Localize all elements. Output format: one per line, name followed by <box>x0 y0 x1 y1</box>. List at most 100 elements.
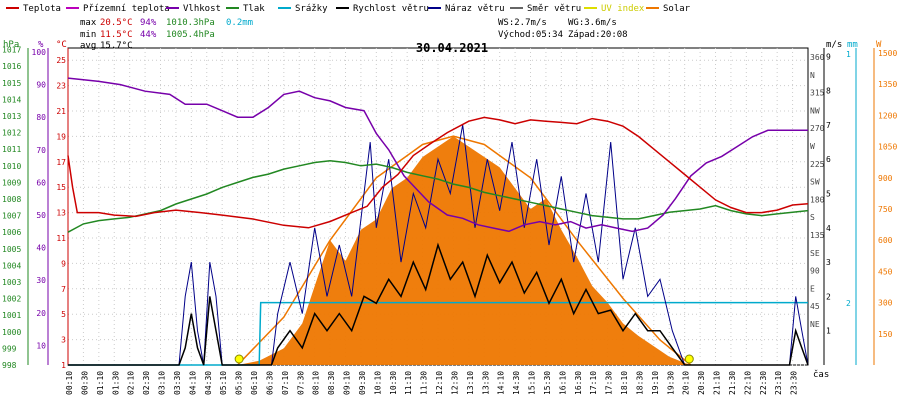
chart-title: 30.04.2021 <box>416 41 488 55</box>
wind-tick-label: 2 <box>826 292 831 301</box>
x-tick-label: 04:10 <box>188 371 197 395</box>
rain-tick-label: 1 <box>846 50 851 59</box>
press-tick-label: 1010 <box>2 162 21 171</box>
temp-tick-label: 1 <box>61 361 66 370</box>
x-tick-label: 16:30 <box>574 371 583 395</box>
x-tick-label: 14:10 <box>497 371 506 395</box>
legend-label: Srážky <box>295 4 328 14</box>
sunrise: Východ:05:34 <box>498 30 563 40</box>
solar-tick-label: 450 <box>878 267 893 276</box>
wind-tick-label: 8 <box>826 87 831 96</box>
temp-tick-label: 9 <box>61 259 66 268</box>
x-tick-label: 10:30 <box>389 371 398 395</box>
solar-tick-label: 300 <box>878 299 893 308</box>
x-tick-label: 20:10 <box>682 371 691 395</box>
dir-tick-label: SW <box>810 178 820 187</box>
x-tick-label: 01:10 <box>96 371 105 395</box>
x-tick-label: 03:30 <box>173 371 182 395</box>
stat-min-label: min <box>80 30 96 40</box>
press-tick-label: 1013 <box>2 112 21 121</box>
stat-avg-label: avg <box>80 41 96 51</box>
dir-tick-label: 360 <box>810 53 825 62</box>
series-wind <box>68 242 809 366</box>
legend-label: Směr větru <box>527 4 581 14</box>
stat-min-hum: 44% <box>140 30 157 40</box>
solar-area <box>237 136 691 365</box>
sunset: Západ:20:08 <box>568 30 628 40</box>
dir-tick-label: NE <box>810 320 820 329</box>
dir-tick-label: 45 <box>810 302 820 311</box>
x-tick-label: 17:10 <box>589 371 598 395</box>
x-tick-label: 16:10 <box>558 371 567 395</box>
x-tick-label: 22:30 <box>759 371 768 395</box>
x-tick-label: 08:30 <box>327 371 336 395</box>
press-tick-label: 1002 <box>2 295 21 304</box>
temp-tick-label: 17 <box>56 158 66 167</box>
temp-tick-label: 21 <box>56 107 66 116</box>
x-tick-label: 15:30 <box>543 371 552 395</box>
dir-tick-label: S <box>810 213 815 222</box>
x-tick-label: 02:30 <box>142 371 151 395</box>
dir-tick-label: NW <box>810 106 820 115</box>
axis-unit-rain: mm <box>847 40 858 50</box>
x-tick-label: 22:10 <box>743 371 752 395</box>
temp-tick-label: 5 <box>61 310 66 319</box>
x-tick-label: 23:30 <box>790 371 799 395</box>
legend-label: Vlhkost <box>183 4 221 14</box>
hum-tick-label: 80 <box>36 113 46 122</box>
axis-unit-time: čas <box>813 369 829 380</box>
press-tick-label: 1003 <box>2 278 21 287</box>
solar-tick-label: 600 <box>878 236 893 245</box>
solar-tick-label: 750 <box>878 205 893 214</box>
dir-tick-label: 90 <box>810 267 820 276</box>
hum-tick-label: 90 <box>36 81 46 90</box>
solar-tick-label: 1350 <box>878 80 897 89</box>
stat-max-label: max <box>80 18 97 28</box>
series-humidity <box>67 77 808 233</box>
press-tick-label: 998 <box>2 361 17 370</box>
press-tick-label: 1001 <box>2 311 21 320</box>
solar-tick-label: 150 <box>878 330 893 339</box>
x-tick-label: 04:30 <box>204 371 213 395</box>
temp-tick-label: 11 <box>56 234 66 243</box>
wind-tick-label: 6 <box>826 155 831 164</box>
temp-tick-label: 23 <box>56 82 66 91</box>
x-tick-label: 00:10 <box>65 371 74 395</box>
hum-tick-label: 40 <box>36 244 46 253</box>
x-tick-label: 14:30 <box>512 371 521 395</box>
x-tick-label: 15:10 <box>528 371 537 395</box>
x-tick-label: 13:30 <box>481 371 490 395</box>
dir-tick-label: 180 <box>810 195 825 204</box>
x-tick-label: 19:10 <box>651 371 660 395</box>
x-tick-label: 06:10 <box>250 371 259 395</box>
x-tick-label: 10:10 <box>373 371 382 395</box>
press-tick-label: 1012 <box>2 129 21 138</box>
dir-tick-label: 135 <box>810 231 825 240</box>
series-pressure <box>67 160 809 233</box>
temp-tick-label: 3 <box>61 336 66 345</box>
x-tick-label: 00:30 <box>80 371 89 395</box>
legend-label: Rychlost větru <box>353 4 429 14</box>
dir-tick-label: E <box>810 284 815 293</box>
press-tick-label: 1007 <box>2 212 21 221</box>
wind-gust-avg: WG:3.6m/s <box>568 18 617 28</box>
x-tick-label: 06:30 <box>265 371 274 395</box>
x-tick-label: 12:10 <box>435 371 444 395</box>
axis-unit-wind: m/s <box>826 40 842 50</box>
stat-avg-temp: 15.7°C <box>100 41 133 51</box>
uv-marker <box>234 354 244 364</box>
press-tick-label: 1017 <box>2 46 21 55</box>
x-tick-label: 11:10 <box>404 371 413 395</box>
x-tick-label: 18:30 <box>635 371 644 395</box>
x-tick-label: 08:10 <box>312 371 321 395</box>
x-tick-label: 07:10 <box>281 371 290 395</box>
axis-unit-temp: °C <box>56 40 67 50</box>
dir-tick-label: 270 <box>810 124 825 133</box>
x-tick-label: 05:10 <box>219 371 228 395</box>
temp-tick-label: 19 <box>56 132 66 141</box>
x-tick-label: 01:30 <box>111 371 120 395</box>
hum-tick-label: 70 <box>36 146 46 155</box>
wind-tick-label: 1 <box>826 327 831 336</box>
